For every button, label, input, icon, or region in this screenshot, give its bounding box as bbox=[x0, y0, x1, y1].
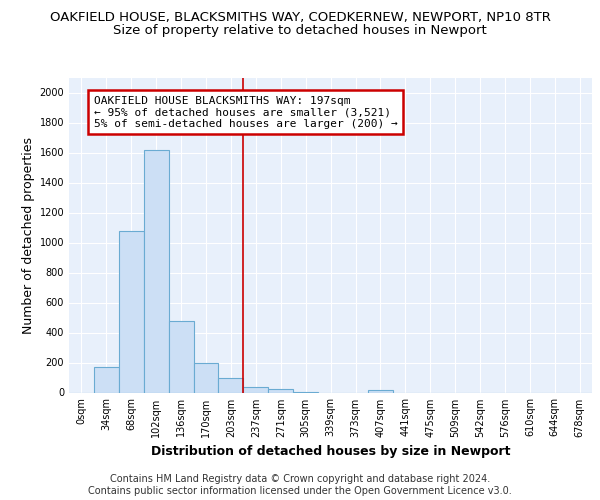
Text: OAKFIELD HOUSE, BLACKSMITHS WAY, COEDKERNEW, NEWPORT, NP10 8TR: OAKFIELD HOUSE, BLACKSMITHS WAY, COEDKER… bbox=[50, 11, 550, 24]
Bar bbox=[268, 389, 293, 392]
Text: Size of property relative to detached houses in Newport: Size of property relative to detached ho… bbox=[113, 24, 487, 37]
Bar bbox=[144, 150, 169, 392]
Text: Contains HM Land Registry data © Crown copyright and database right 2024.: Contains HM Land Registry data © Crown c… bbox=[110, 474, 490, 484]
Bar bbox=[368, 390, 393, 392]
Bar bbox=[169, 320, 194, 392]
Bar bbox=[244, 386, 268, 392]
Bar bbox=[194, 362, 218, 392]
Bar bbox=[218, 378, 244, 392]
Bar bbox=[94, 367, 119, 392]
Y-axis label: Number of detached properties: Number of detached properties bbox=[22, 136, 35, 334]
Bar bbox=[119, 230, 144, 392]
Text: OAKFIELD HOUSE BLACKSMITHS WAY: 197sqm
← 95% of detached houses are smaller (3,5: OAKFIELD HOUSE BLACKSMITHS WAY: 197sqm ←… bbox=[94, 96, 398, 128]
Text: Contains public sector information licensed under the Open Government Licence v3: Contains public sector information licen… bbox=[88, 486, 512, 496]
X-axis label: Distribution of detached houses by size in Newport: Distribution of detached houses by size … bbox=[151, 445, 511, 458]
